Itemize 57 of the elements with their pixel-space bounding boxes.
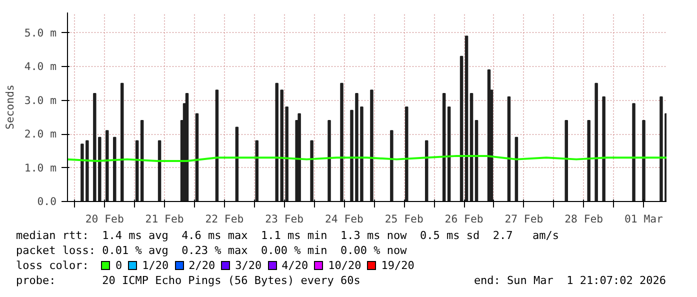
y-tick-label: 3.0 m (24, 94, 56, 107)
x-tick-label: 28 Feb (564, 212, 604, 226)
x-tick-label: 01 Mar (624, 212, 664, 226)
x-tick-label: 21 Feb (145, 212, 184, 226)
bar (642, 120, 646, 202)
bar (474, 120, 478, 202)
bar (470, 93, 474, 202)
y-tick-label: 4.0 m (24, 60, 56, 73)
bar (195, 113, 199, 202)
x-tick-label: 26 Feb (444, 212, 484, 226)
legend-label: 4/20 (282, 259, 308, 272)
legend-label: 2/20 (188, 259, 216, 272)
bar (215, 90, 219, 202)
bar (340, 82, 344, 202)
y-axis-title: Seconds (3, 84, 16, 130)
x-tick-label: 25 Feb (384, 212, 424, 226)
legend-label: 3/20 (235, 259, 262, 272)
bar (587, 120, 590, 202)
bar (660, 96, 663, 202)
bar (140, 120, 144, 202)
bar (113, 136, 116, 202)
bar (310, 140, 314, 202)
bar (106, 130, 109, 202)
legend-label: 1/20 (142, 259, 169, 272)
bar (464, 36, 468, 202)
y-tick-label: 0.0 (37, 195, 57, 208)
x-tick-label: 20 Feb (85, 212, 124, 226)
y-tick-label: 2.0 m (24, 128, 56, 140)
bar (298, 113, 301, 202)
legend-label: 10/20 (328, 259, 362, 272)
legend-label: 0 (115, 259, 122, 272)
bar (602, 96, 606, 202)
x-tick-label: 23 Feb (265, 212, 304, 226)
bar (507, 96, 511, 202)
bar (390, 130, 394, 202)
bar (447, 106, 451, 202)
text: end: Sun Mar 1 21:07:02 2026 (474, 273, 666, 288)
bar (120, 82, 124, 202)
x-tick-label: 24 Feb (325, 212, 364, 226)
bar (328, 120, 331, 202)
bar (185, 93, 189, 202)
legend-title: loss color: (16, 259, 89, 272)
x-tick-label: 27 Feb (504, 212, 544, 226)
text: probe: 20 ICMP Echo Pings (56 Bytes) every 60s (16, 273, 360, 288)
bar (460, 56, 464, 202)
x-tick-label: 22 Feb (205, 212, 244, 226)
bar (370, 90, 374, 202)
y-tick-label: 1.0 m (24, 161, 56, 174)
y-tick-label: 5.0 m (24, 26, 56, 40)
bar (405, 106, 408, 202)
legend-label: 19/20 (381, 259, 414, 272)
bar (632, 103, 636, 202)
bar (564, 120, 568, 202)
text: packet loss: 0.01 % avg 0.23 % max 0.00 % min 0.00 % now (16, 243, 408, 258)
bar (594, 82, 598, 202)
bar (442, 93, 446, 202)
text: median rtt: 1.4 ms avg 4.6 ms max 1.1 ms min 1.3 ms now 0.5 ms sd 2.7 am/s (16, 228, 560, 243)
